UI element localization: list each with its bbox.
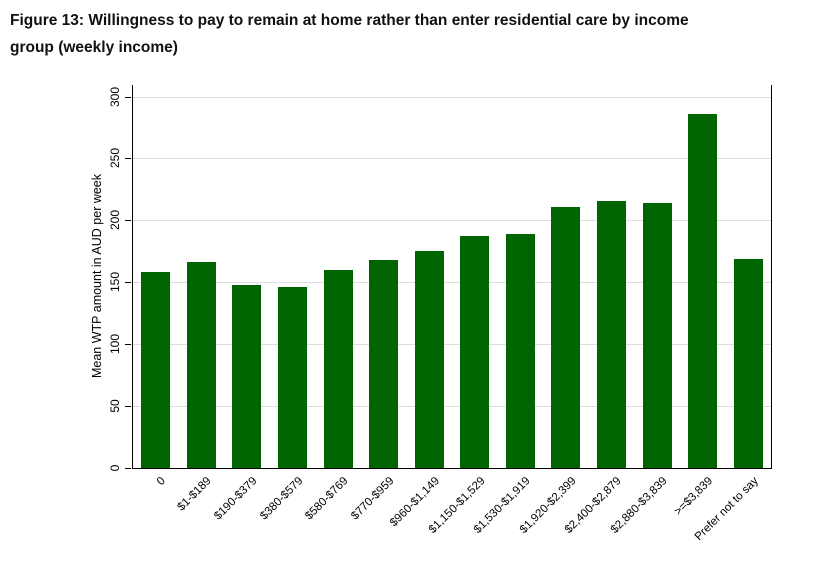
- x-tick-label-5: $580-$769: [303, 475, 351, 523]
- y-axis-tick-100: [125, 344, 131, 346]
- y-tick-label-150: 150: [108, 272, 122, 293]
- gridline-50: [133, 406, 771, 408]
- gridline-100: [133, 344, 771, 346]
- bar-8: [460, 236, 490, 468]
- gridline-200: [133, 220, 771, 222]
- y-axis-tick-150: [125, 282, 131, 284]
- chart-title: Figure 13: Willingness to pay to remain …: [10, 7, 816, 61]
- bar-9: [505, 233, 535, 468]
- y-axis-tick-300: [125, 96, 131, 98]
- y-tick-label-200: 200: [108, 210, 122, 231]
- bar-11: [597, 200, 626, 468]
- bar-3: [232, 284, 262, 468]
- bar-2: [186, 262, 216, 468]
- y-tick-label-300: 300: [108, 86, 122, 107]
- bar-4: [278, 287, 307, 468]
- bar-10: [551, 206, 581, 468]
- bar-1: [141, 272, 171, 468]
- y-tick-label-250: 250: [108, 148, 122, 169]
- bar-7: [414, 251, 444, 468]
- x-tick-label-6: $770-$959: [348, 475, 397, 523]
- x-tick-label-1: 0: [155, 475, 169, 489]
- chart-title-line2: group (weekly income): [10, 39, 178, 56]
- x-tick-label-13: >=$3,839: [672, 475, 716, 518]
- y-axis-tick-50: [125, 406, 131, 408]
- gridline-250: [133, 158, 771, 160]
- y-tick-label-100: 100: [108, 334, 122, 355]
- bar-14: [733, 258, 763, 468]
- bar-12: [642, 202, 672, 468]
- y-axis-tick-0: [125, 468, 131, 469]
- y-axis-tick-200: [125, 220, 131, 222]
- chart-title-line1: Figure 13: Willingness to pay to remain …: [10, 12, 689, 29]
- y-tick-label-50: 50: [108, 399, 122, 413]
- x-tick-label-4: $380-$579: [257, 475, 305, 523]
- bar-13: [688, 113, 718, 468]
- bar-5: [323, 269, 353, 468]
- gridline-300: [133, 96, 771, 98]
- gridline-150: [133, 282, 771, 284]
- plot-area: [132, 85, 772, 469]
- y-tick-label-0: 0: [108, 464, 122, 472]
- x-tick-label-2: $1-$189: [175, 475, 214, 514]
- y-axis-title: Mean WTP amount in AUD per week: [90, 173, 104, 379]
- x-tick-label-3: $190-$379: [212, 475, 260, 523]
- bar-6: [369, 259, 399, 468]
- y-axis-tick-250: [125, 158, 131, 160]
